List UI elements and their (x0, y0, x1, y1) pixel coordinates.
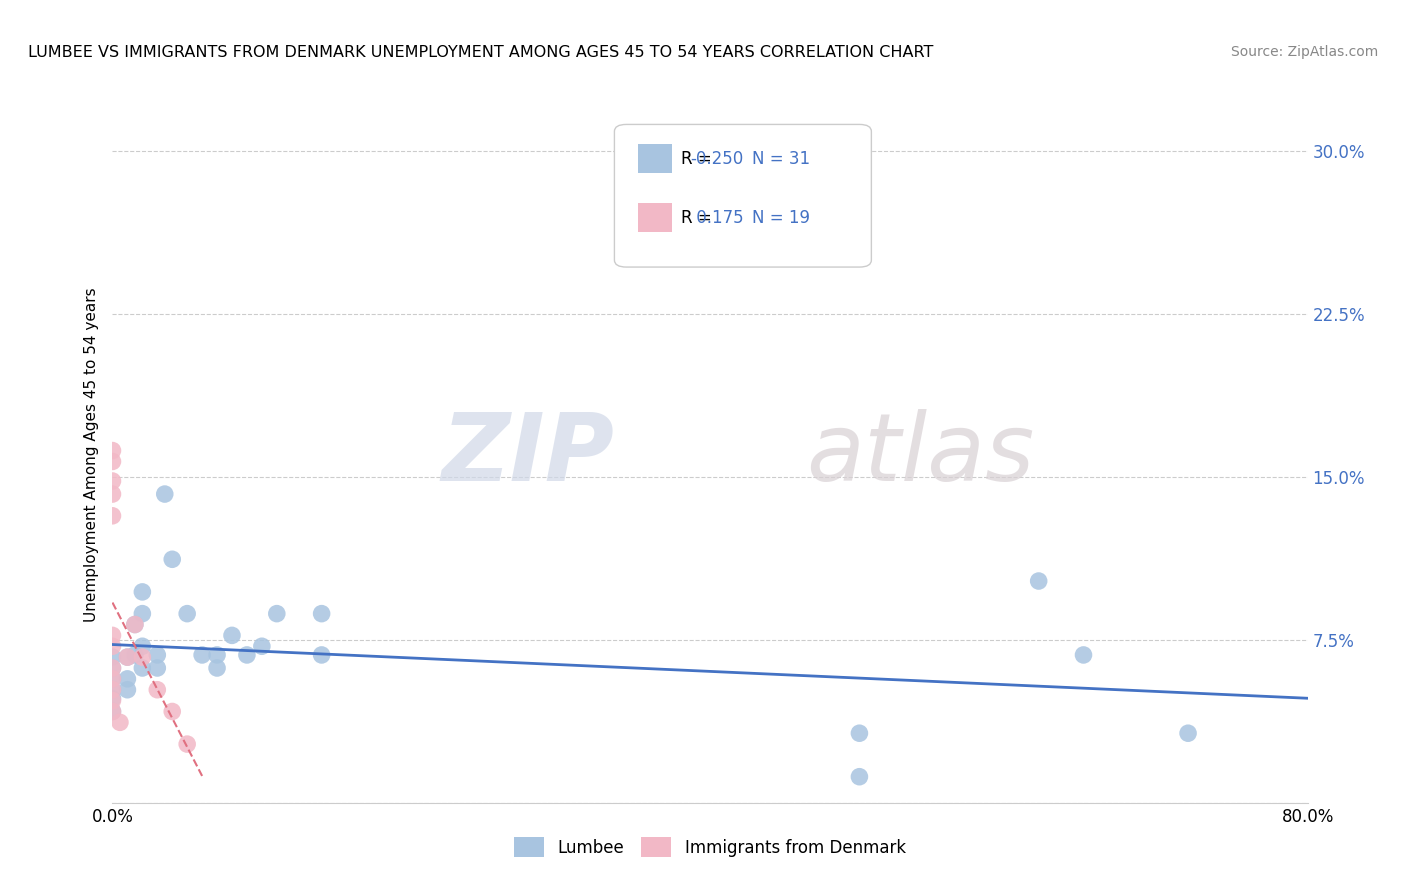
Text: N = 31: N = 31 (752, 150, 810, 168)
Point (236, 648, 259, 662)
FancyBboxPatch shape (638, 203, 672, 232)
Text: 0.175: 0.175 (690, 209, 744, 227)
Point (101, 487, 124, 501)
Point (131, 661, 153, 675)
Point (101, 661, 124, 675)
Point (101, 705, 124, 719)
Point (101, 650, 124, 665)
Point (311, 648, 333, 662)
Text: ZIP: ZIP (441, 409, 614, 501)
Text: R =: R = (682, 209, 711, 227)
Point (108, 715, 131, 730)
Point (124, 617, 146, 632)
Point (101, 628, 124, 642)
Point (191, 648, 214, 662)
Text: N = 19: N = 19 (752, 209, 810, 227)
Point (131, 607, 153, 621)
Point (162, 705, 183, 719)
Point (1177, 726, 1199, 740)
Point (101, 672, 124, 686)
Point (131, 585, 153, 599)
Y-axis label: Unemployment Among Ages 45 to 54 years: Unemployment Among Ages 45 to 54 years (83, 287, 98, 623)
Point (146, 648, 169, 662)
Text: LUMBEE VS IMMIGRANTS FROM DENMARK UNEMPLOYMENT AMONG AGES 45 TO 54 YEARS CORRELA: LUMBEE VS IMMIGRANTS FROM DENMARK UNEMPL… (28, 45, 934, 60)
Point (1073, 648, 1095, 662)
Point (1028, 574, 1050, 588)
FancyBboxPatch shape (614, 125, 872, 267)
Point (124, 648, 146, 662)
Point (101, 682, 124, 697)
Text: atlas: atlas (806, 409, 1033, 500)
Text: Source: ZipAtlas.com: Source: ZipAtlas.com (1230, 45, 1378, 59)
Point (101, 474, 124, 488)
Point (101, 639, 124, 653)
Point (101, 443, 124, 458)
Text: -0.250: -0.250 (690, 150, 744, 168)
Point (101, 693, 124, 707)
Point (146, 661, 169, 675)
Point (848, 770, 870, 784)
Point (101, 682, 124, 697)
Point (250, 639, 273, 653)
Point (101, 508, 124, 523)
Point (162, 552, 183, 566)
Point (266, 607, 288, 621)
Point (117, 672, 139, 686)
Point (101, 661, 124, 675)
Point (153, 487, 176, 501)
Point (117, 650, 139, 665)
Point (131, 639, 153, 653)
Point (146, 682, 169, 697)
Point (221, 628, 243, 642)
FancyBboxPatch shape (638, 144, 672, 173)
Point (131, 650, 153, 665)
Point (176, 737, 198, 751)
Point (124, 617, 146, 632)
Point (311, 607, 333, 621)
Point (101, 454, 124, 468)
Legend: Lumbee, Immigrants from Denmark: Lumbee, Immigrants from Denmark (508, 830, 912, 864)
Point (117, 682, 139, 697)
Point (176, 607, 198, 621)
Point (101, 705, 124, 719)
Point (101, 672, 124, 686)
Point (205, 661, 228, 675)
Text: R =: R = (682, 150, 711, 168)
Point (117, 650, 139, 665)
Point (848, 726, 870, 740)
Point (205, 648, 228, 662)
Point (101, 691, 124, 706)
